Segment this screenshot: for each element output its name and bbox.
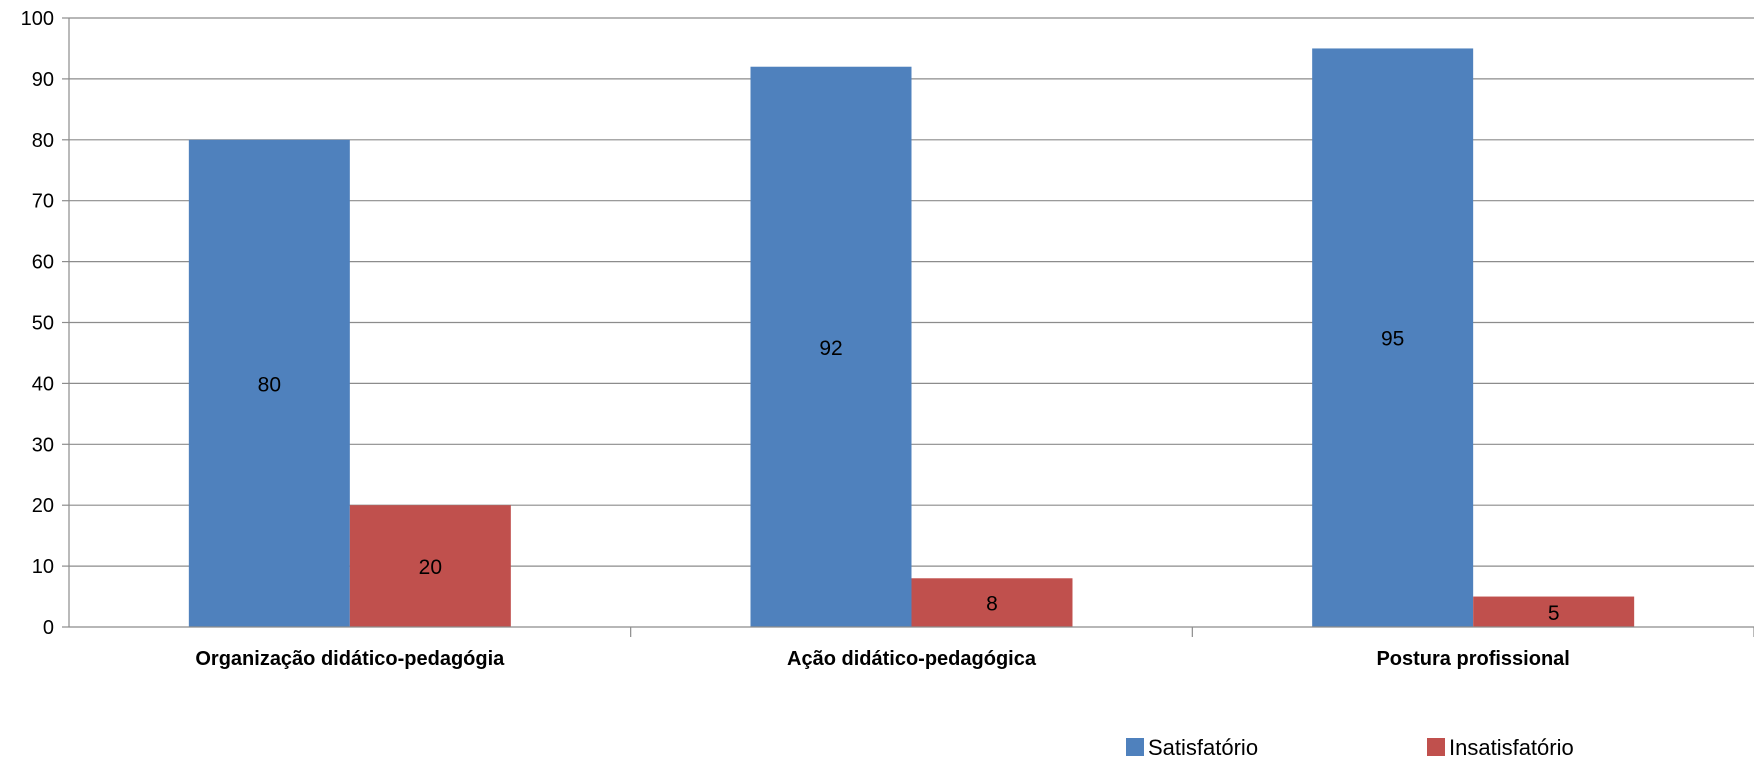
y-tick-label: 100	[21, 8, 54, 30]
bar	[349, 505, 511, 627]
data-label: 8	[986, 593, 998, 616]
y-tick-label: 50	[32, 313, 54, 335]
legend: Satisfatório Insatisfatório	[1126, 735, 1574, 760]
y-tick-label: 70	[32, 191, 54, 213]
data-labels: 80 20 92 8 95 5	[258, 328, 1560, 625]
axes	[62, 17, 1754, 637]
y-axis-tick-labels: 0 10 20 30 40 50 60 70 80 90 100	[21, 8, 54, 639]
bar	[911, 578, 1073, 627]
y-tick-label: 30	[32, 434, 54, 456]
y-tick-label: 40	[32, 373, 54, 395]
bar	[188, 139, 350, 628]
data-label: 5	[1548, 602, 1560, 625]
legend-swatch	[1126, 738, 1144, 756]
bar	[1473, 596, 1635, 627]
y-tick-label: 80	[32, 130, 54, 152]
data-label: 95	[1381, 328, 1404, 351]
data-label: 80	[258, 373, 281, 396]
x-tick-label: Postura profissional	[1376, 648, 1569, 670]
y-tick-label: 90	[32, 69, 54, 91]
legend-entry: Satisfatório	[1148, 735, 1258, 760]
legend-entry: Insatisfatório	[1449, 735, 1574, 760]
y-tick-label: 0	[43, 617, 54, 639]
x-tick-label: Ação didático-pedagógica	[787, 648, 1037, 670]
bar	[750, 66, 912, 628]
bars	[188, 48, 1635, 628]
data-label: 92	[819, 337, 842, 360]
y-tick-label: 20	[32, 495, 54, 517]
data-label: 20	[419, 556, 442, 579]
x-axis-category-labels: Organização didático-pedagógia Ação didát…	[195, 648, 1569, 670]
legend-swatch	[1427, 738, 1445, 756]
x-tick-label: Organização didático-pedagógia	[195, 648, 505, 670]
y-tick-label: 10	[32, 556, 54, 578]
y-tick-label: 60	[32, 252, 54, 274]
bar	[1312, 48, 1474, 627]
